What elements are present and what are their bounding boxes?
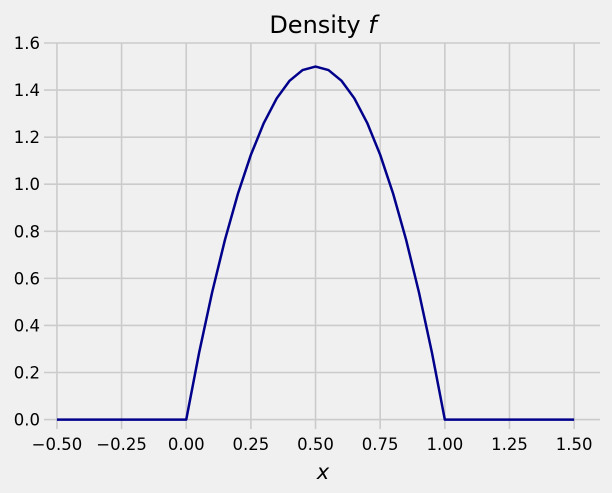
y-tick-label: 1.4 — [14, 81, 40, 100]
y-tick-label: 0.6 — [14, 269, 40, 288]
series-line-density — [56, 65, 575, 421]
x-tick-label: −0.50 — [32, 435, 83, 454]
y-tick-label: 0.4 — [14, 316, 40, 335]
y-tick-label: 1.0 — [14, 175, 40, 194]
chart-title-text: Density — [269, 11, 368, 39]
y-tick-label: 0.0 — [14, 411, 40, 430]
y-tick-label: 0.2 — [14, 364, 40, 383]
x-tick-label: 0.75 — [362, 435, 399, 454]
y-tick-label: 1.2 — [14, 128, 40, 147]
x-tick-label: 1.00 — [426, 435, 463, 454]
x-tick-label: 0.00 — [168, 435, 205, 454]
x-tick-label: 0.25 — [233, 435, 270, 454]
series-layer — [56, 65, 575, 421]
x-tick-labels: −0.50 −0.25 0.00 0.25 0.50 0.75 1.00 1.25 1.50 — [32, 435, 593, 454]
x-axis-label: x — [316, 460, 330, 484]
x-tick-label: 0.50 — [297, 435, 334, 454]
x-tick-label: −0.25 — [96, 435, 147, 454]
x-tick-label: 1.50 — [556, 435, 593, 454]
y-tick-label: 0.8 — [14, 222, 40, 241]
x-tick-label: 1.25 — [491, 435, 528, 454]
y-tick-label: 1.6 — [14, 34, 40, 53]
chart-title: Density f — [269, 11, 380, 39]
y-tick-labels: 0.0 0.2 0.4 0.6 0.8 1.0 1.2 1.4 1.6 — [14, 34, 40, 430]
